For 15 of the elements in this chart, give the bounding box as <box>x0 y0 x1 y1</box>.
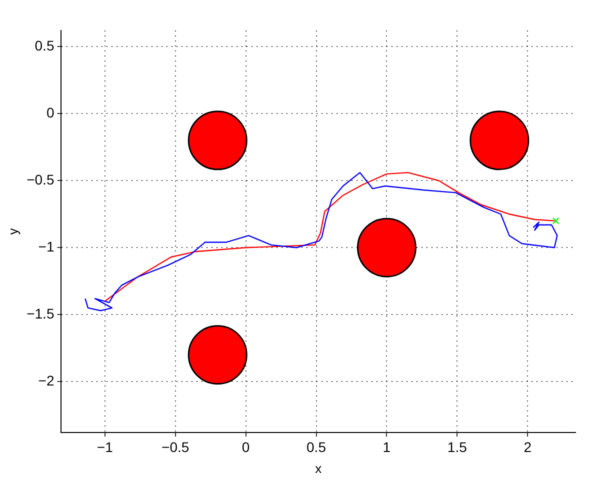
x-axis-title: x <box>315 460 322 476</box>
x-tick-label: 2 <box>524 438 532 455</box>
y-axis-title: y <box>5 228 20 235</box>
x-tick-label: −1 <box>96 438 114 455</box>
y-tick-label: 0.5 <box>34 37 54 54</box>
y-tick-label: 0 <box>46 104 54 120</box>
y-tick-label: −0.5 <box>26 171 54 188</box>
x-tick-label: 0.5 <box>306 438 326 455</box>
y-tick-label: −2 <box>38 372 54 389</box>
x-tick-label: 1.5 <box>447 438 468 455</box>
x-tick-label: 1 <box>382 438 391 455</box>
y-tick-label: −1.5 <box>26 306 54 322</box>
y-tick-label: −1 <box>38 238 54 254</box>
x-tick-label: −0.5 <box>162 438 190 455</box>
x-tick-label: 0 <box>242 438 250 455</box>
